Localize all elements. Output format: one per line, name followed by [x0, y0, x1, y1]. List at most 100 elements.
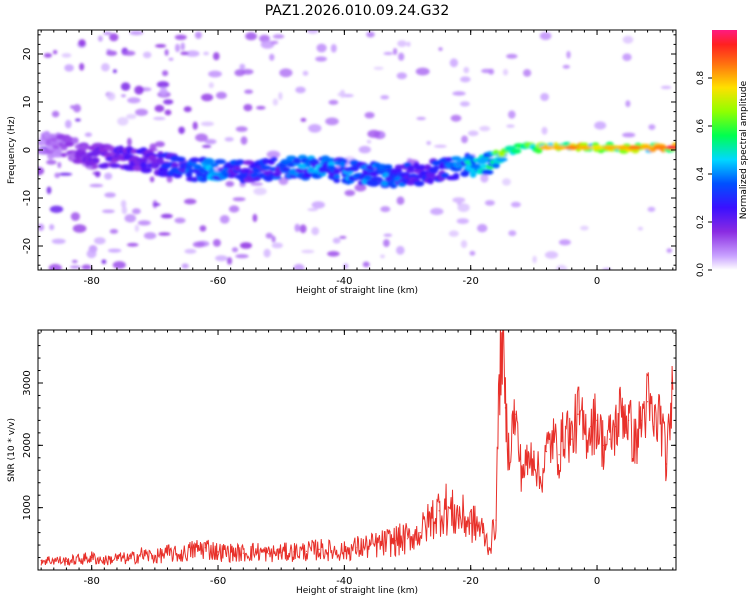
heatmap-cell	[212, 239, 221, 247]
snr-data-point	[204, 547, 206, 549]
heatmap-cell	[434, 144, 447, 148]
heatmap-cell	[380, 206, 391, 213]
heatmap-cell	[175, 43, 180, 53]
heatmap-cell	[112, 69, 117, 74]
heatmap-peak	[539, 145, 554, 150]
snr-data-point	[141, 553, 143, 556]
heatmap-ridge-cell	[363, 175, 373, 180]
snr-data-point	[305, 550, 308, 552]
heatmap-peak	[577, 145, 592, 150]
heatmap-cell	[339, 235, 347, 239]
snr-data-point	[665, 463, 668, 465]
heatmap-cell	[300, 117, 307, 122]
heatmap-cell	[142, 51, 152, 59]
heatmap-cell	[135, 108, 148, 116]
heatmap-cell	[293, 263, 305, 270]
heatmap-cell	[380, 95, 390, 100]
heatmap-cell	[208, 82, 214, 89]
snr-data-point	[343, 550, 345, 552]
snr-panel: -80 -60 -40 -20 0 1000 2000 3000 Height of str…	[7, 329, 677, 596]
heatmap-cell	[463, 66, 470, 74]
heatmap-ridge-cell	[188, 158, 201, 162]
heatmap-ridge-cell	[140, 167, 153, 174]
heatmap-ridge-cell	[465, 154, 476, 161]
heatmap-cell	[183, 106, 192, 113]
heatmap-cell	[461, 135, 468, 144]
heatmap-peak	[590, 145, 604, 150]
heatmap-cell	[160, 213, 173, 219]
heatmap-ridge-cell	[492, 162, 500, 169]
snr-data-point	[318, 548, 320, 551]
snr-data-point	[129, 558, 131, 560]
heatmap-cell	[184, 198, 197, 205]
heatmap-cell	[235, 254, 249, 259]
heatmap-cell	[107, 248, 122, 253]
heatmap-cell	[398, 52, 405, 61]
heatmap-cell	[215, 255, 228, 262]
heatmap-ridge-cell	[406, 165, 415, 171]
snr-y-tick-label: 2000	[22, 433, 33, 458]
heatmap-cell	[94, 171, 101, 178]
heatmap-minor-ticks	[38, 30, 676, 270]
heatmap-cell	[224, 137, 234, 142]
heatmap-ridge-cell	[295, 167, 305, 173]
heatmap-cell	[366, 139, 372, 144]
heatmap-cell	[602, 267, 612, 270]
heatmap-cell	[316, 43, 327, 53]
heatmap-cell	[219, 215, 230, 224]
heatmap-cell	[201, 144, 212, 148]
heatmap-cell	[252, 213, 258, 223]
heatmap-cell	[132, 208, 141, 215]
heatmap-cell	[396, 196, 405, 205]
heatmap-ridge-cell	[406, 168, 416, 173]
heatmap-cell	[255, 105, 266, 110]
snr-data-point	[659, 413, 661, 415]
heatmap-cell	[540, 93, 549, 101]
heatmap-cell	[308, 124, 322, 133]
heatmap-cell	[75, 118, 81, 122]
heatmap-cell	[153, 116, 166, 121]
heatmap-ridge-cell	[394, 164, 404, 170]
heatmap-ridge-cell	[440, 172, 450, 179]
heatmap-cell	[185, 50, 200, 57]
heatmap-cell	[134, 85, 144, 95]
snr-frame	[37, 329, 677, 571]
heatmap-cell	[396, 72, 407, 80]
heatmap-cell	[450, 114, 462, 122]
heatmap-cell	[129, 30, 144, 36]
snr-data-point	[621, 407, 623, 409]
heatmap-cell	[228, 205, 240, 213]
heatmap-ridge-cell	[71, 137, 79, 144]
heatmap-ridge-cell	[370, 176, 383, 182]
heatmap-cell	[660, 85, 672, 90]
heatmap-cell	[380, 254, 385, 259]
snr-data-point	[596, 419, 598, 421]
heatmap-cell	[149, 143, 157, 151]
heatmap-cell	[200, 121, 214, 127]
heatmap-ridge-cell	[383, 164, 393, 170]
heatmap-y-tick-label: -10	[22, 190, 33, 206]
heatmap-ridge-cell	[451, 156, 462, 161]
heatmap-cell	[502, 178, 511, 186]
heatmap-cell	[270, 40, 279, 45]
heatmap-cell	[311, 201, 325, 209]
heatmap-ridge-cell	[281, 167, 290, 172]
heatmap-cell	[328, 99, 339, 105]
heatmap-cell	[163, 99, 174, 105]
snr-data-point	[489, 547, 491, 549]
heatmap-ridge-cell	[139, 162, 148, 169]
snr-data-point	[498, 382, 500, 384]
snr-data-point	[602, 444, 605, 446]
heatmap-cell	[648, 124, 656, 130]
heatmap-ridge-cell	[259, 165, 272, 171]
heatmap-y-label: Frequency (Hz)	[7, 116, 17, 184]
heatmap-ridge-cell	[293, 157, 301, 165]
heatmap-cell	[47, 152, 54, 160]
heatmap-ridge-cell	[109, 163, 121, 168]
heatmap-cell	[143, 232, 157, 240]
heatmap-cell	[532, 255, 537, 264]
heatmap-cell	[58, 172, 73, 176]
heatmap-ridge-cell	[339, 161, 346, 168]
heatmap-cell	[467, 130, 479, 137]
